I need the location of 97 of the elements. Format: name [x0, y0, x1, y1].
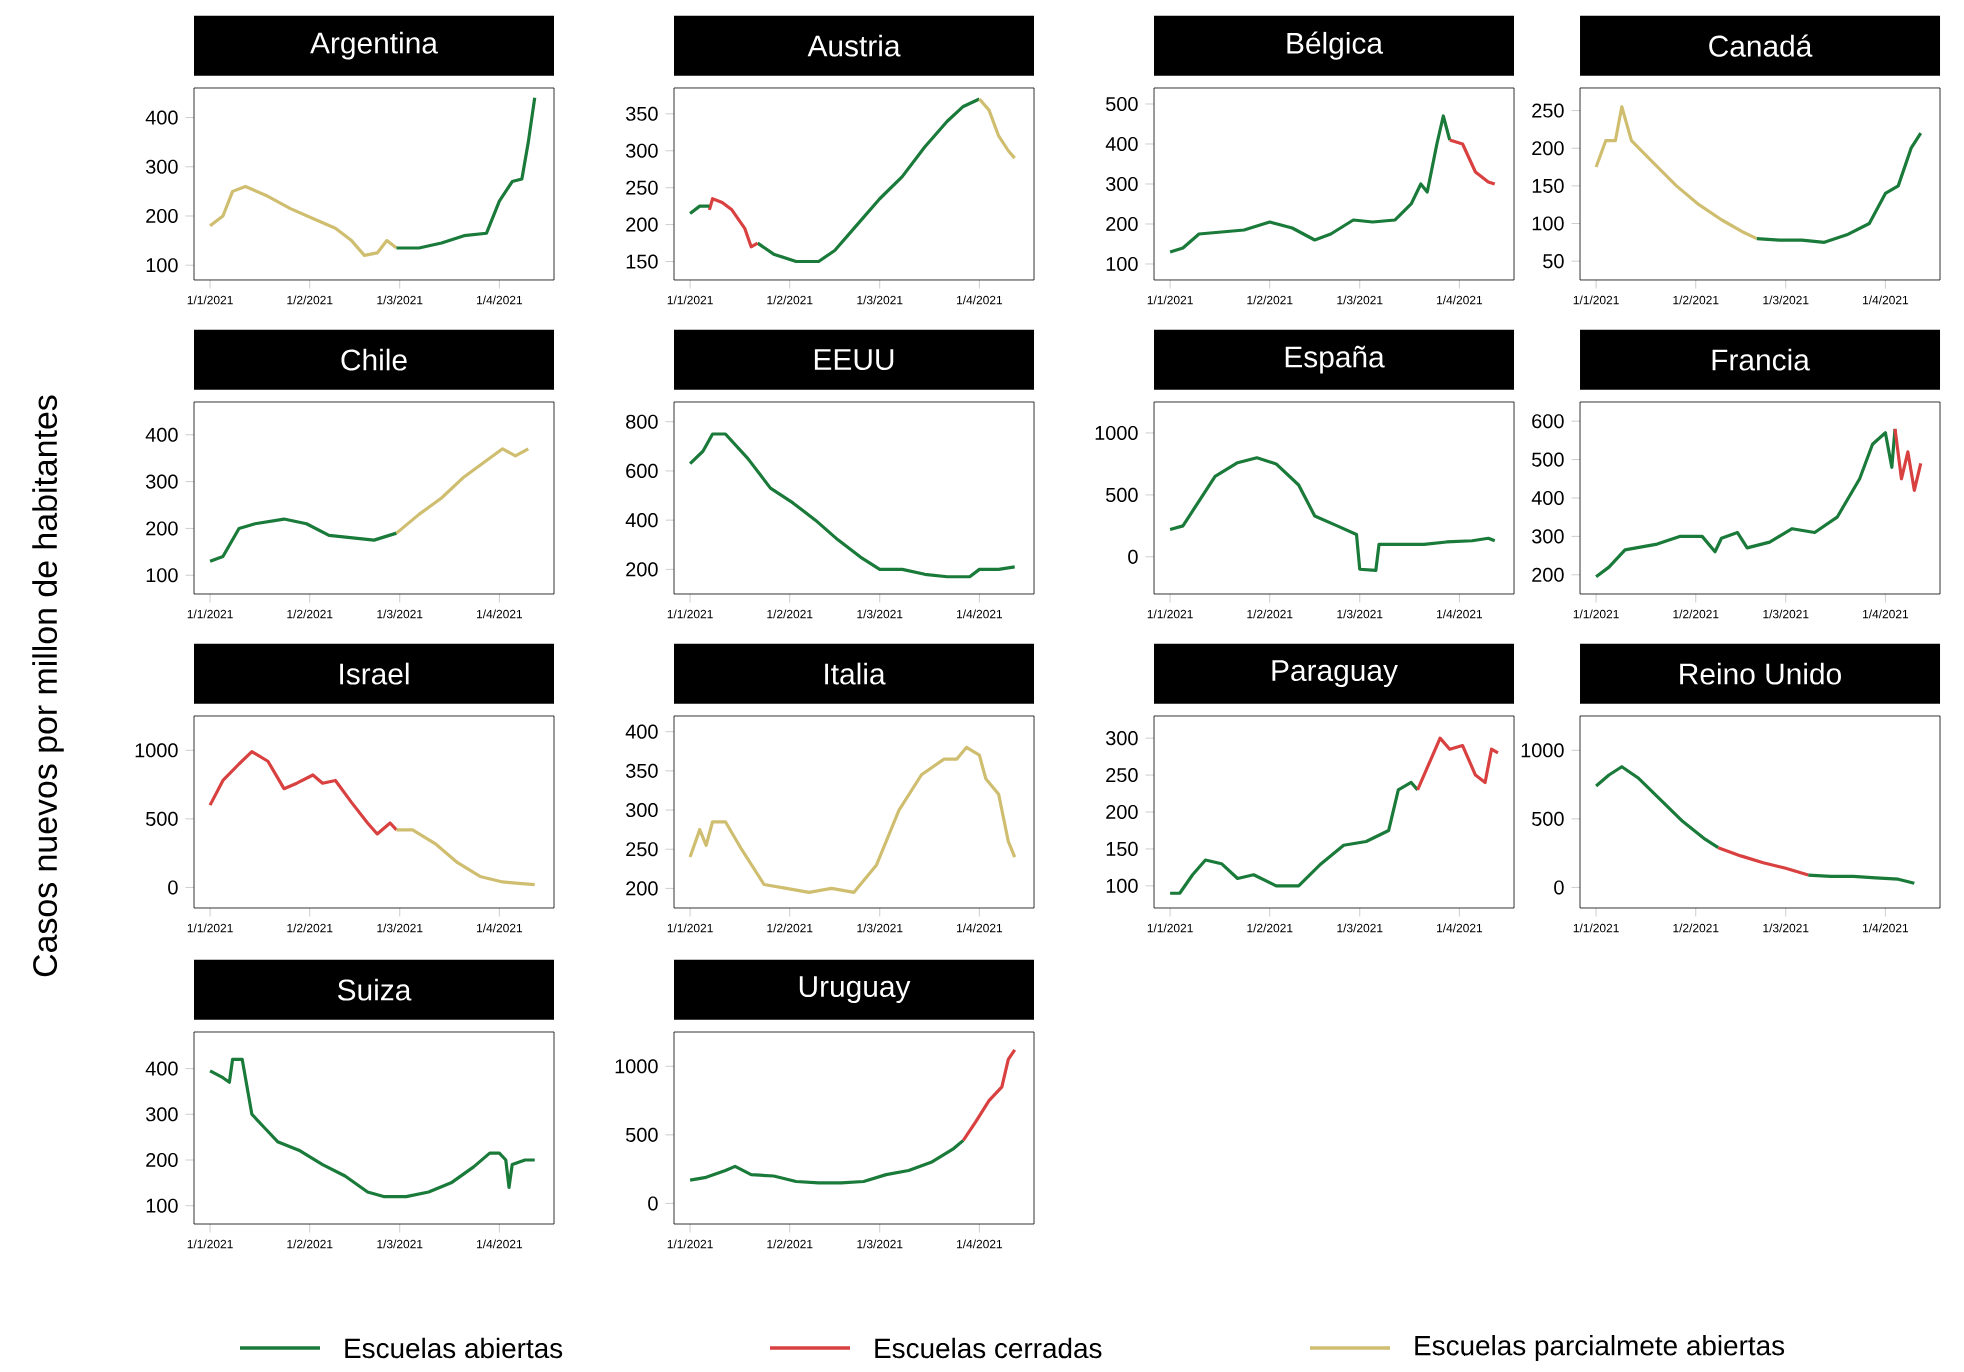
chart-title: Reino Unido	[1680, 662, 1841, 685]
y-tick-label: 600	[626, 463, 658, 478]
y-tick-label: 100	[1532, 216, 1564, 231]
chart-title: Uruguay	[799, 976, 911, 1004]
y-tick-label: 100	[146, 258, 178, 273]
y-tick-label: 200	[146, 208, 178, 224]
y-tick-label: 300	[625, 802, 658, 818]
y-tick-label: 500	[1532, 811, 1564, 826]
chart-title: Bélgica	[1287, 31, 1384, 60]
y-tick-label: 150	[626, 254, 658, 269]
y-tick-label: 350	[625, 106, 658, 121]
line-series	[1168, 780, 1420, 895]
line-series	[208, 1057, 537, 1199]
chart-title: Chile	[341, 348, 407, 371]
chart-title: EEUU	[814, 349, 894, 371]
y-tick-label: 200	[1106, 216, 1138, 232]
chart-title: Francia	[1712, 348, 1810, 371]
y-tick-label: 1000	[1521, 743, 1564, 758]
y-tick-label: 300	[145, 159, 178, 174]
y-tick-label: 150	[1106, 841, 1138, 856]
line-series	[961, 1048, 1017, 1142]
chart-title: Israel	[340, 662, 409, 685]
y-tick-label: 400	[145, 427, 178, 442]
y-tick-label: 300	[1105, 731, 1138, 746]
y-tick-label: 300	[145, 474, 178, 489]
line-series	[394, 447, 530, 535]
y-tick-label: 100	[1106, 878, 1138, 893]
line-series	[394, 828, 537, 887]
y-tick-label: 1000	[615, 1059, 658, 1074]
y-tick-label: 350	[625, 763, 658, 778]
line-series	[977, 97, 1017, 160]
line-series	[1755, 131, 1923, 244]
chart-title: España	[1285, 345, 1385, 374]
y-tick-label: 100	[146, 568, 178, 583]
line-series	[208, 750, 399, 836]
line-series	[394, 96, 537, 250]
y-axis-title: Casos nuevos por millon de habitantes	[32, 395, 64, 977]
line-series	[208, 184, 399, 257]
y-tick-label: 300	[1105, 176, 1138, 192]
y-tick-label: 250	[1532, 103, 1564, 118]
chart-title: Suiza	[337, 978, 412, 1001]
legend-label: Escuelas abiertas	[345, 1337, 563, 1359]
y-tick-label: 400	[625, 724, 658, 739]
y-tick-label: 300	[625, 143, 658, 158]
line-series	[1415, 736, 1500, 792]
y-tick-label: 400	[1105, 136, 1138, 152]
y-tick-label: 200	[146, 1152, 178, 1168]
y-tick-label: 800	[626, 414, 658, 429]
y-tick-label: 200	[1532, 141, 1564, 156]
y-tick-label: 250	[626, 180, 658, 195]
legend-label: Escuelas parcialmete abiertas	[1415, 1334, 1785, 1361]
y-tick-label: 200	[146, 521, 178, 536]
y-tick-label: 200	[1532, 567, 1564, 582]
line-series	[1716, 846, 1810, 877]
chart-title: Austria	[807, 34, 901, 57]
line-series	[707, 197, 760, 249]
y-tick-label: 500	[626, 1127, 658, 1142]
y-tick-label: 200	[626, 562, 658, 577]
y-tick-label: 150	[1532, 178, 1564, 193]
line-series	[1448, 138, 1497, 186]
y-tick-label: 200	[1106, 804, 1138, 820]
y-tick-label: 500	[146, 811, 178, 826]
y-tick-label: 600	[1532, 414, 1564, 429]
y-tick-label: 0	[168, 880, 178, 895]
y-tick-label: 0	[648, 1196, 658, 1211]
y-tick-label: 250	[1106, 768, 1138, 783]
y-tick-label: 500	[1106, 96, 1138, 112]
y-tick-label: 200	[626, 881, 658, 896]
line-series	[1594, 105, 1759, 241]
y-tick-label: 100	[146, 1198, 178, 1213]
chart-title: Italia	[825, 662, 886, 685]
y-tick-label: 500	[1532, 452, 1564, 467]
y-tick-label: 50	[1543, 254, 1564, 269]
y-tick-label: 400	[145, 1061, 178, 1076]
line-series	[755, 97, 981, 264]
line-series	[688, 1138, 965, 1185]
y-tick-label: 200	[626, 217, 658, 232]
y-tick-label: 1000	[135, 743, 178, 758]
y-tick-label: 300	[1531, 529, 1564, 544]
y-tick-label: 1000	[1095, 425, 1138, 440]
y-tick-label: 400	[145, 110, 178, 125]
line-series	[688, 745, 1017, 894]
y-tick-label: 250	[626, 842, 658, 857]
y-tick-label: 100	[1106, 256, 1138, 272]
y-tick-label: 400	[1531, 490, 1564, 506]
chart-title: Canadá	[1709, 34, 1813, 57]
line-series	[688, 432, 1017, 579]
chart-title: Paraguay	[1272, 660, 1398, 687]
y-tick-label: 0	[1128, 549, 1138, 564]
y-tick-label: 0	[1554, 880, 1564, 895]
y-tick-label: 400	[625, 513, 658, 528]
y-tick-label: 300	[145, 1107, 178, 1122]
line-series	[1893, 427, 1923, 492]
legend-label: Escuelas cerradas	[875, 1337, 1102, 1359]
y-tick-label: 500	[1106, 487, 1138, 502]
line-series	[1594, 427, 1897, 579]
chart-title: Argentina	[310, 31, 438, 60]
